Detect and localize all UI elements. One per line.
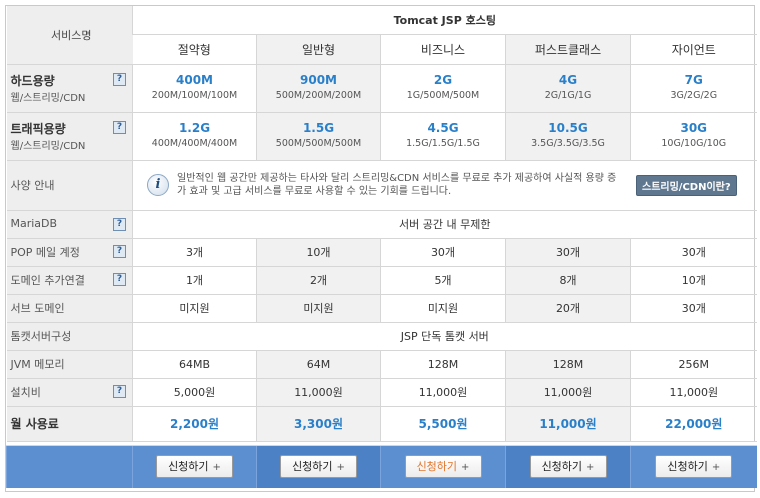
help-icon[interactable]: ? <box>113 218 126 231</box>
setup-fee-value: 11,000원 <box>505 378 631 407</box>
domain-add-value: 2개 <box>256 266 381 295</box>
plan-header-economy: 절약형 <box>132 34 257 65</box>
apply-row: 신청하기 + 신청하기 + 신청하기 + 신청하기 + 신청하기 + <box>6 445 757 488</box>
traffic-total: 10.5G <box>548 121 588 135</box>
table-row: 하드용량? 웹/스트리밍/CDN 400M 200M/100M/100M 900M… <box>6 64 757 113</box>
pop-label: POP 메일 계정? <box>6 238 133 267</box>
disk-total: 400M <box>176 73 213 87</box>
table-row: 설치비? 5,000원 11,000원 11,000원 11,000원 11,0… <box>6 378 757 407</box>
traffic-total: 4.5G <box>427 121 459 135</box>
monthly-fee-value: 22,000원 <box>629 406 757 442</box>
table-row: 서브 도메인 미지원 미지원 미지원 20개 30개 <box>6 294 757 323</box>
traffic-detail: 3.5G/3.5G/3.5G <box>531 138 605 149</box>
apply-button-giant[interactable]: 신청하기 + <box>655 455 733 479</box>
jvm-value: 128M <box>505 350 631 379</box>
mariadb-value: 서버 공간 내 무제한 <box>131 210 757 239</box>
setup-fee-value: 11,000원 <box>380 378 506 407</box>
pop-value: 30개 <box>505 238 631 267</box>
mariadb-label: MariaDB? <box>6 210 133 239</box>
domain-add-value: 1개 <box>132 266 257 295</box>
traffic-detail: 500M/500M/500M <box>275 138 362 149</box>
apply-button-economy[interactable]: 신청하기 + <box>156 455 233 479</box>
apply-button-firstclass[interactable]: 신청하기 + <box>529 455 607 479</box>
jvm-value: 64M <box>256 350 381 379</box>
help-icon[interactable]: ? <box>113 273 126 286</box>
setup-fee-value: 11,000원 <box>256 378 381 407</box>
traffic-detail: 400M/400M/400M <box>151 138 238 149</box>
jvm-value: 256M <box>629 350 757 379</box>
pop-value: 10개 <box>256 238 381 267</box>
notice-text: 일반적인 웹 공간만 제공하는 타사와 달리 스트리밍&CDN 서비스를 무료로… <box>177 173 617 197</box>
table-row: JVM 메모리 64MB 64M 128M 128M 256M <box>6 350 757 379</box>
disk-detail: 2G/1G/1G <box>544 90 592 101</box>
monthly-fee-value: 2,200원 <box>132 406 257 442</box>
traffic-total: 30G <box>680 121 708 135</box>
monthly-fee-label: 월 사용료 <box>6 406 133 442</box>
help-icon[interactable]: ? <box>113 245 126 258</box>
disk-detail: 200M/100M/100M <box>151 90 238 101</box>
domain-add-value: 5개 <box>380 266 506 295</box>
sub-domain-value: 미지원 <box>132 294 257 323</box>
monthly-fee-value: 5,500원 <box>380 406 506 442</box>
sub-domain-value: 30개 <box>629 294 757 323</box>
setup-fee-value: 5,000원 <box>132 378 257 407</box>
traffic-total: 1.2G <box>178 121 211 135</box>
setup-label: 설치비? <box>6 378 133 407</box>
plan-header-business: 비즈니스 <box>380 34 506 65</box>
apply-button-business[interactable]: 신청하기 + <box>404 455 482 479</box>
help-icon[interactable]: ? <box>113 73 126 86</box>
jvm-value: 64MB <box>132 350 257 379</box>
table-row: 트래픽용량? 웹/스트리밍/CDN 1.2G 400M/400M/400M 1.5… <box>6 112 757 161</box>
disk-detail: 3G/2G/2G <box>670 90 718 101</box>
table-row: 월 사용료 2,200원 3,300원 5,500원 11,000원 22,00… <box>6 406 757 442</box>
disk-total: 2G <box>433 73 453 87</box>
tomcat-label: 톰캣서버구성 <box>6 322 133 351</box>
plan-header-firstclass: 퍼스트클래스 <box>505 34 631 65</box>
pop-value: 3개 <box>132 238 257 267</box>
table-row: MariaDB? 서버 공간 내 무제한 <box>6 210 757 239</box>
info-icon: i <box>147 174 169 196</box>
traffic-detail: 1.5G/1.5G/1.5G <box>406 138 480 149</box>
jvm-label: JVM 메모리 <box>6 350 133 379</box>
notice-label: 사양 안내 <box>6 160 133 211</box>
domain-add-value: 10개 <box>629 266 757 295</box>
sub-domain-value: 20개 <box>505 294 631 323</box>
disk-total: 4G <box>558 73 578 87</box>
help-icon[interactable]: ? <box>113 385 126 398</box>
domain-add-label: 도메인 추가연결? <box>6 266 133 295</box>
table-row: POP 메일 계정? 3개 10개 30개 30개 30개 <box>6 238 757 267</box>
plan-header-standard: 일반형 <box>256 34 381 65</box>
tomcat-value: JSP 단독 톰캣 서버 <box>131 322 757 351</box>
service-name-header: 서비스명 <box>6 6 133 65</box>
disk-total: 7G <box>684 73 703 87</box>
hosting-price-table: 서비스명 Tomcat JSP 호스팅 절약형 일반형 비즈니스 퍼스트클래스 … <box>5 5 757 492</box>
sub-domain-value: 미지원 <box>380 294 506 323</box>
monthly-fee-value: 3,300원 <box>256 406 381 442</box>
pop-value: 30개 <box>629 238 757 267</box>
plan-header-giant: 자이언트 <box>629 34 757 65</box>
table-row: 도메인 추가연결? 1개 2개 5개 8개 10개 <box>6 266 757 295</box>
apply-button-standard[interactable]: 신청하기 + <box>280 455 357 479</box>
product-title: Tomcat JSP 호스팅 <box>131 6 757 35</box>
disk-detail: 500M/200M/200M <box>275 90 362 101</box>
jvm-value: 128M <box>380 350 506 379</box>
table-row: 사양 안내 i 일반적인 웹 공간만 제공하는 타사와 달리 스트리밍&CDN … <box>6 160 757 211</box>
disk-total: 900M <box>300 73 337 87</box>
table-row: 톰캣서버구성 JSP 단독 톰캣 서버 <box>6 322 757 351</box>
traffic-detail: 10G/10G/10G <box>661 138 727 149</box>
sub-domain-value: 미지원 <box>256 294 381 323</box>
domain-add-value: 8개 <box>505 266 631 295</box>
streaming-cdn-info-button[interactable]: 스트리밍/CDN이란? <box>636 174 737 196</box>
disk-detail: 1G/500M/500M <box>406 90 480 101</box>
help-icon[interactable]: ? <box>113 121 126 134</box>
monthly-fee-value: 11,000원 <box>505 406 631 442</box>
setup-fee-value: 11,000원 <box>629 378 757 407</box>
traffic-label: 트래픽용량? 웹/스트리밍/CDN <box>6 112 133 161</box>
sub-domain-label: 서브 도메인 <box>6 294 133 323</box>
pop-value: 30개 <box>380 238 506 267</box>
traffic-total: 1.5G <box>302 121 335 135</box>
disk-label: 하드용량? 웹/스트리밍/CDN <box>6 64 133 113</box>
